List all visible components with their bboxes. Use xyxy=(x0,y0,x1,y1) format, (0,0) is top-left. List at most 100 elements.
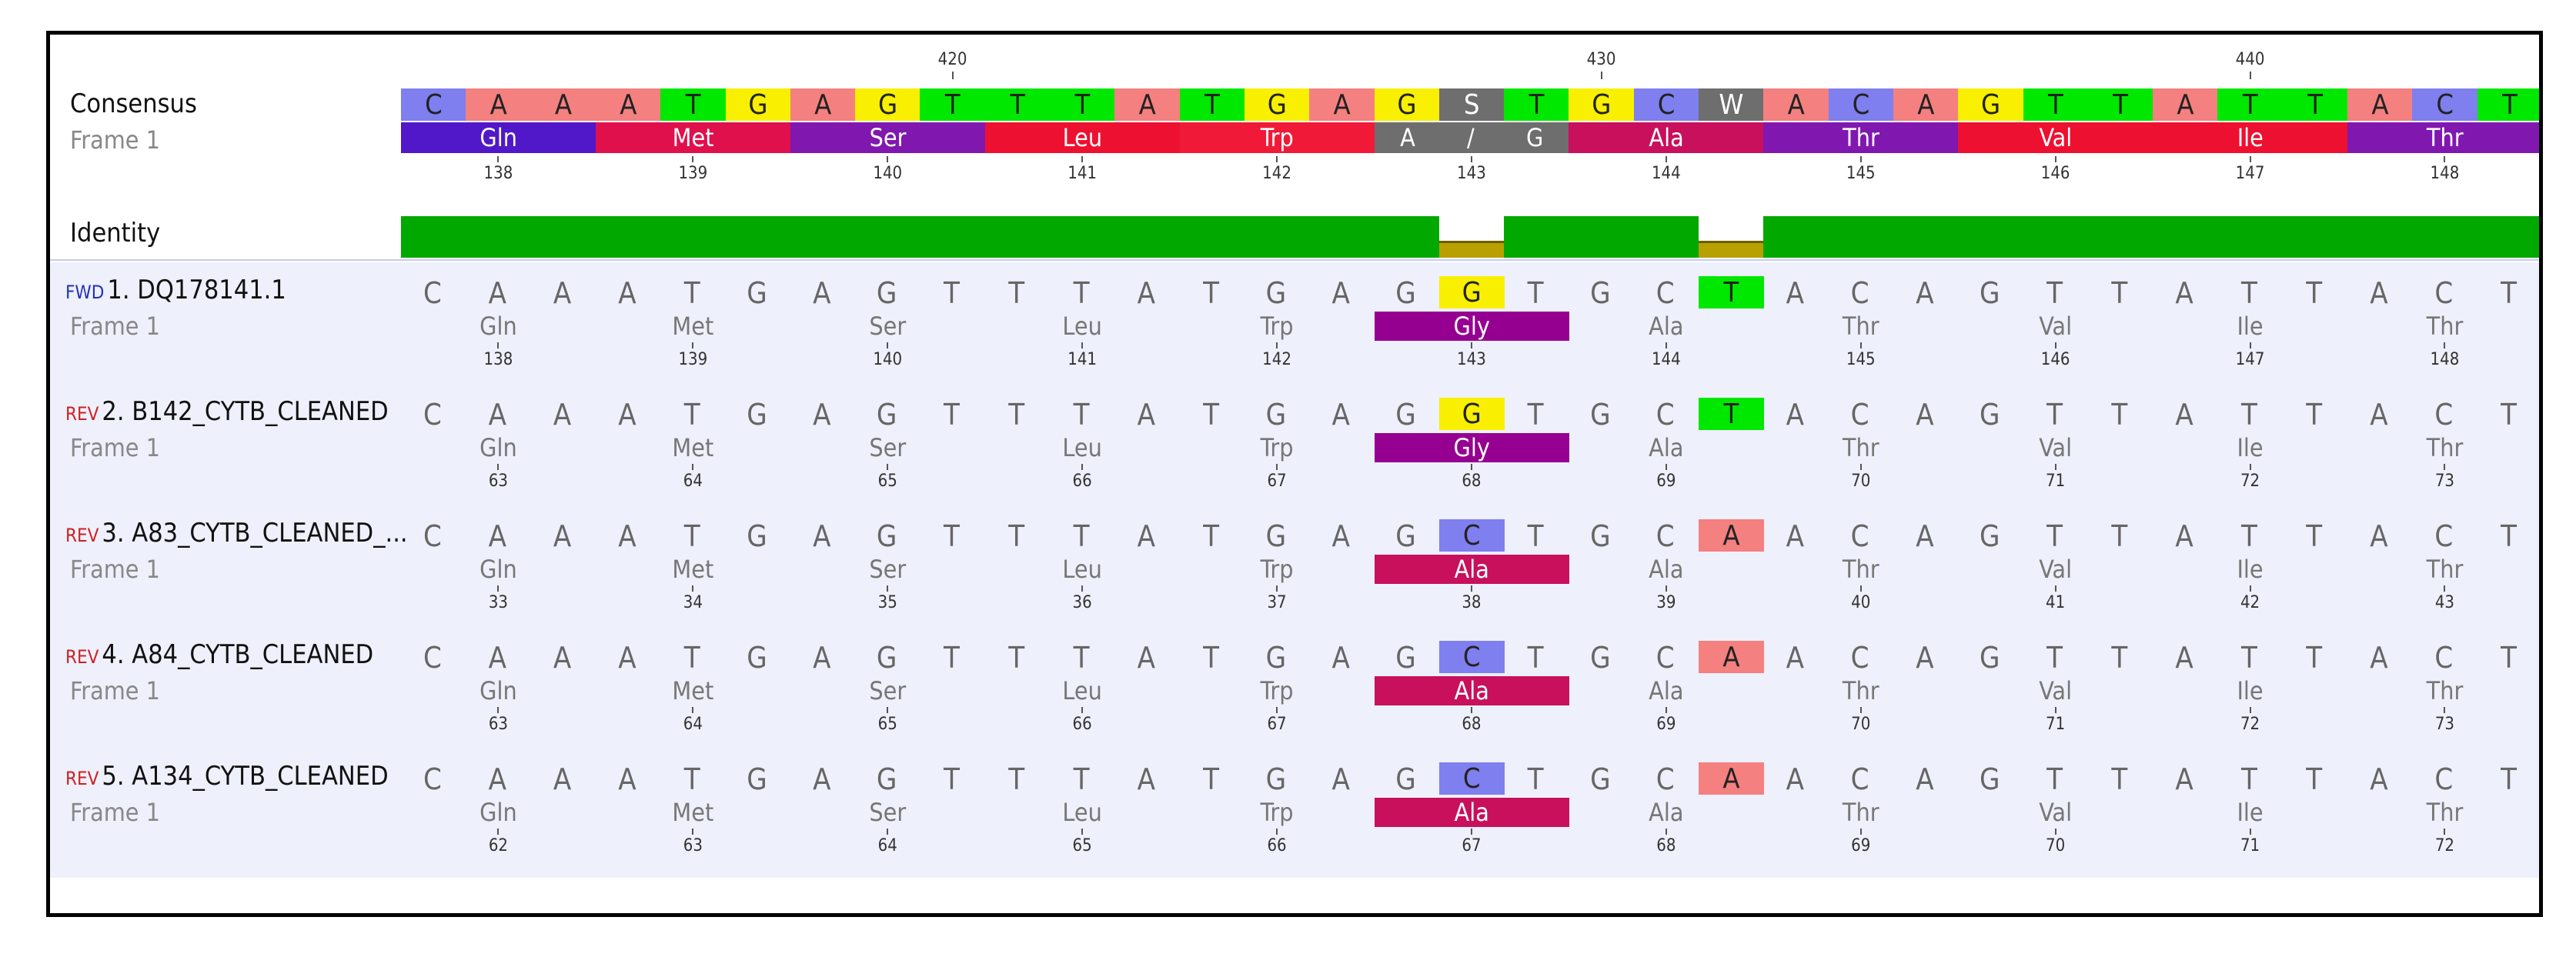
codon-tick xyxy=(1276,342,1278,348)
codon-tick xyxy=(497,585,499,592)
sequence-amino-acid: Met xyxy=(672,798,714,827)
consensus-base: A xyxy=(1763,88,1829,121)
sequence-amino-acid: Val xyxy=(2039,798,2073,827)
codon-tick xyxy=(1859,707,1862,713)
codon-number: 143 xyxy=(1457,164,1486,183)
codon-number: 66 xyxy=(1267,836,1287,855)
sequence-base: G xyxy=(876,762,897,796)
sequence-base: A xyxy=(813,276,831,310)
consensus-base: A xyxy=(530,88,596,121)
codon-tick xyxy=(1859,585,1862,592)
codon-tick xyxy=(1470,464,1472,470)
sequence-amino-acid: Ala xyxy=(1649,676,1684,705)
codon-tick xyxy=(1665,342,1667,348)
sequence-amino-acid: Val xyxy=(2039,433,2073,462)
sequence-amino-acid: Leu xyxy=(1062,555,1102,584)
sequence-base: A xyxy=(553,641,572,675)
codon-number: 148 xyxy=(2430,164,2460,183)
sequence-base: A xyxy=(1916,519,1934,553)
consensus-amino-acid: A / G xyxy=(1374,122,1569,153)
sequence-base: C xyxy=(2434,398,2454,432)
sequence-amino-acid: Ala xyxy=(1649,433,1684,462)
sequence-base: T xyxy=(2501,398,2518,432)
sequence-base: T xyxy=(1073,762,1090,796)
consensus-base: T xyxy=(2023,88,2089,121)
sequence-base: A xyxy=(2175,519,2193,553)
direction-badge: REV xyxy=(65,525,99,546)
consensus-base: C xyxy=(401,88,466,121)
sequence-amino-acid: Leu xyxy=(1062,676,1102,705)
sequence-base: C xyxy=(423,641,442,675)
consensus-base: A xyxy=(1893,88,1959,121)
sequence-base: A xyxy=(1916,398,1934,432)
codon-tick xyxy=(1665,829,1667,835)
identity-segment xyxy=(1504,216,1699,258)
sequence-base: T xyxy=(1203,762,1220,796)
sequence-amino-acid: Gln xyxy=(479,798,517,827)
sequence-amino-acid: Ala xyxy=(1649,312,1684,341)
sequence-base: G xyxy=(1590,398,1611,432)
codon-tick xyxy=(2444,829,2446,835)
codon-number: 65 xyxy=(1072,836,1092,855)
sequence-base: G xyxy=(876,641,897,675)
consensus-amino-acid: Val xyxy=(1958,122,2153,153)
codon-number: 63 xyxy=(683,836,703,855)
sequence-base: A xyxy=(618,641,636,675)
codon-tick xyxy=(2444,342,2446,348)
codon-number: 64 xyxy=(683,715,703,734)
sequence-base: T xyxy=(1073,398,1090,432)
codon-tick xyxy=(1276,156,1278,162)
sequence-amino-acid: Thr xyxy=(1842,798,1879,827)
sequence-base: T xyxy=(2501,276,2518,310)
sequence-base: T xyxy=(1203,398,1220,432)
sequence-amino-acid: Val xyxy=(2039,676,2073,705)
sequence-name[interactable]: REV 5. A134_CYTB_CLEANED xyxy=(65,761,389,792)
codon-tick xyxy=(2444,707,2446,713)
sequence-base: C xyxy=(2434,641,2454,675)
codon-number: 37 xyxy=(1267,593,1287,612)
codon-tick xyxy=(692,707,694,713)
codon-tick xyxy=(1276,464,1278,470)
codon-tick xyxy=(1470,342,1472,348)
codon-tick xyxy=(2249,707,2251,713)
sequence-name[interactable]: FWD 1. DQ178141.1 xyxy=(65,275,286,305)
codon-tick xyxy=(497,342,499,348)
codon-tick xyxy=(1470,156,1472,162)
sequence-name[interactable]: REV 4. A84_CYTB_CLEANED xyxy=(65,639,374,670)
sequence-amino-acid: Ser xyxy=(869,433,907,462)
sequence-base: A xyxy=(1137,398,1155,432)
codon-number: 39 xyxy=(1656,593,1676,612)
sequence-base: T xyxy=(2240,641,2257,675)
consensus-amino-acid: Leu xyxy=(984,122,1181,153)
sequence-base: A xyxy=(2175,276,2193,310)
sequence-base: T xyxy=(2306,276,2323,310)
sequence-name[interactable]: REV 3. A83_CYTB_CLEANED_... xyxy=(65,518,408,549)
sequence-base: T xyxy=(2111,276,2128,310)
sequence-base: A xyxy=(488,519,506,553)
codon-tick xyxy=(497,464,499,470)
variant-base: T xyxy=(1699,276,1764,308)
codon-number: 64 xyxy=(683,472,703,491)
sequence-base: T xyxy=(943,762,960,796)
codon-tick xyxy=(2444,464,2446,470)
sequence-base: T xyxy=(1527,641,1544,675)
sequence-base: A xyxy=(1916,762,1934,796)
variant-amino-acid: Ala xyxy=(1374,798,1569,827)
sequence-base: T xyxy=(2306,398,2323,432)
sequence-amino-acid: Thr xyxy=(1842,555,1879,584)
sequence-base: T xyxy=(1203,519,1220,553)
sequence-base: T xyxy=(683,398,700,432)
sequence-amino-acid: Leu xyxy=(1062,433,1102,462)
consensus-base: A xyxy=(466,88,532,121)
sequence-amino-acid: Val xyxy=(2039,555,2073,584)
variant-base: G xyxy=(1438,276,1505,308)
sequence-base: G xyxy=(747,276,767,310)
sequence-name[interactable]: REV 2. B142_CYTB_CLEANED xyxy=(65,396,389,427)
codon-tick xyxy=(1665,156,1667,162)
codon-number: 68 xyxy=(1656,836,1676,855)
